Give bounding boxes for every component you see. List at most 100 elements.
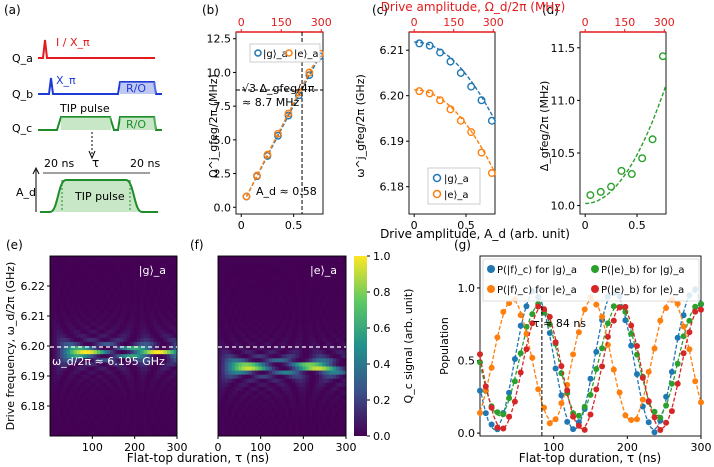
heat-cell (73, 264, 78, 269)
heat-cell (339, 362, 344, 367)
heat-cell (70, 268, 74, 273)
heat-cell (80, 419, 84, 425)
heat-cell (234, 305, 239, 310)
point-g (663, 393, 670, 400)
heat-cell (258, 264, 263, 269)
heat-cell (315, 321, 320, 326)
heat-cell (70, 386, 74, 392)
heat-cell (123, 427, 128, 433)
heat-cell (93, 431, 98, 437)
heat-cell (339, 415, 344, 421)
heat-cell (302, 296, 306, 302)
point-g (599, 345, 606, 352)
heat-cell (106, 256, 111, 261)
heat-cell (56, 317, 61, 322)
heat-cell (106, 329, 111, 335)
heat-cell (265, 268, 269, 273)
heat-cell (136, 395, 141, 400)
point-c (415, 39, 424, 48)
heat-cell (103, 370, 108, 376)
top-tick-label: 150 (614, 16, 635, 29)
heat-cell (140, 382, 144, 388)
heat-cell (292, 321, 296, 326)
heat-cell (60, 264, 64, 269)
heat-cell (248, 313, 253, 318)
heat-cell (342, 325, 347, 331)
heat-cell (275, 292, 280, 298)
point-b (284, 109, 293, 118)
heat-cell (302, 366, 306, 371)
heat-cell (90, 407, 94, 412)
heat-cell (312, 419, 317, 425)
heat-cell (244, 284, 249, 290)
heat-cell (83, 346, 88, 351)
heat-cell (96, 415, 101, 421)
heat-cell (251, 256, 256, 261)
heat-cell (315, 423, 320, 429)
heat-cell (63, 292, 68, 298)
heat-cell (319, 268, 323, 273)
heat-cell (133, 329, 138, 335)
heat-cell (80, 268, 84, 273)
heat-cell (140, 264, 144, 269)
heat-cell (126, 395, 131, 400)
heat-cell (322, 329, 327, 335)
heat-cell (56, 333, 61, 339)
heat-cell (120, 354, 124, 359)
heat-cell (100, 386, 104, 392)
heat-cell (123, 395, 128, 400)
heat-cell (50, 260, 54, 265)
heat-cell (96, 333, 101, 339)
heat-cell (80, 391, 84, 396)
point-g (628, 322, 635, 329)
heat-cell (153, 370, 158, 376)
heat-cell (265, 411, 269, 416)
heat-cell (231, 423, 236, 429)
heat-cell (228, 321, 232, 326)
heat-cell (305, 305, 310, 310)
heat-cell (160, 268, 165, 273)
heat-cell (80, 407, 84, 412)
heat-cell (248, 378, 253, 384)
heat-cell (116, 370, 121, 376)
heat-cell (265, 284, 269, 290)
heat-cell (156, 382, 161, 388)
heat-cell (234, 374, 239, 380)
heat-cell (130, 423, 134, 429)
heat-cell (146, 268, 151, 273)
heat-cell (156, 305, 161, 310)
heatmap-e (50, 256, 178, 437)
heat-cell (329, 333, 333, 339)
heat-cell (308, 382, 313, 388)
heat-cell (285, 399, 290, 404)
heat-cell (261, 411, 266, 416)
heat-cell (80, 288, 84, 294)
heat-cell (106, 268, 111, 273)
heat-cell (80, 431, 84, 437)
heat-cell (146, 346, 151, 351)
heat-cell (93, 415, 98, 421)
heat-cell (312, 382, 317, 388)
heat-cell (150, 415, 154, 421)
heat-cell (83, 407, 88, 412)
point-g (477, 351, 483, 358)
heat-cell (251, 358, 256, 363)
heat-cell (93, 260, 98, 265)
heat-cell (234, 431, 239, 437)
heat-cell (231, 370, 236, 376)
heat-cell (170, 325, 175, 331)
heat-cell (96, 288, 101, 294)
heat-cell (80, 411, 84, 416)
heat-cell (146, 386, 151, 392)
heat-cell (271, 374, 276, 380)
heat-cell (221, 280, 226, 286)
heat-cell (156, 431, 161, 437)
qc-ro-label: R/O (126, 118, 146, 131)
heat-cell (143, 399, 148, 404)
heat-cell (53, 374, 58, 380)
heat-cell (80, 260, 84, 265)
qc-tip-fill (61, 117, 111, 130)
heat-cell (150, 403, 154, 408)
heat-cell (288, 354, 293, 359)
heat-cell (76, 403, 81, 408)
